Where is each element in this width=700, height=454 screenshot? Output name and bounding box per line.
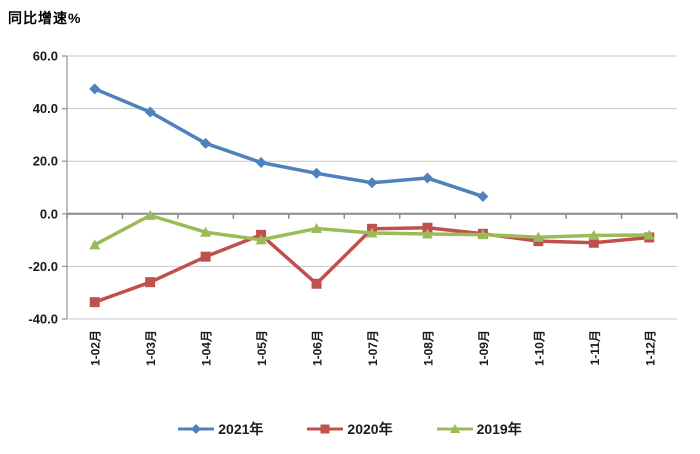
x-tick-label: 1-05月 <box>255 330 269 366</box>
marker-triangle <box>643 229 655 240</box>
marker-triangle <box>144 209 156 220</box>
marker-triangle <box>200 226 212 237</box>
marker-triangle <box>89 239 101 250</box>
series-line <box>92 87 485 199</box>
marker-diamond <box>200 137 212 149</box>
marker-square <box>145 277 156 288</box>
plot-area: 60.0 40.0 20.0 0.0 -20.0 -40.0 1-02月 1-03月 1-04月… <box>28 49 678 366</box>
marker-square <box>320 424 330 434</box>
x-tick-label: 1-04月 <box>200 330 214 366</box>
marker-triangle <box>588 229 600 240</box>
x-tick-label: 1-11月 <box>588 330 602 365</box>
marker-diamond <box>89 83 101 95</box>
marker-square <box>588 237 599 248</box>
x-tick-label: 1-08月 <box>421 330 435 366</box>
marker-diamond <box>366 177 378 189</box>
marker-square <box>200 251 211 262</box>
marker-square <box>311 278 322 289</box>
legend-label-2019: 2019年 <box>476 421 522 437</box>
marker-triangle <box>311 223 323 234</box>
legend-marker-2021-diamond-icon <box>178 424 215 434</box>
legend-label-2021: 2021年 <box>218 421 264 437</box>
marker-triangle <box>366 227 378 238</box>
marker-diamond <box>255 157 267 169</box>
series-2019年 <box>89 209 655 250</box>
x-tick-label: 1-09月 <box>477 330 491 366</box>
x-tick-label: 1-12月 <box>643 330 657 366</box>
y-tick-label: -40.0 <box>28 312 58 327</box>
y-tick-label: 60.0 <box>33 49 58 64</box>
x-tick-label: 1-07月 <box>366 330 380 366</box>
x-tick-label: 1-10月 <box>532 330 546 366</box>
x-axis-labels: 1-02月 1-03月 1-04月 1-05月 1-06月 1-07月 1-08月 1-09月… <box>89 330 658 366</box>
legend-marker-2020-square-icon <box>307 424 344 434</box>
marker-diamond <box>144 106 156 118</box>
marker-triangle <box>449 424 460 433</box>
y-tick-label: 40.0 <box>33 101 58 116</box>
x-tick-label: 1-03月 <box>144 330 158 366</box>
x-tick-label: 1-02月 <box>89 330 103 366</box>
marker-triangle <box>477 229 489 240</box>
legend-item-2019: 2019年 <box>436 419 522 439</box>
series-line <box>92 225 652 304</box>
marker-diamond <box>191 424 202 434</box>
y-tick-label: -20.0 <box>28 259 58 274</box>
legend-item-2021: 2021年 <box>178 419 263 439</box>
marker-square <box>89 297 100 308</box>
marker-triangle <box>532 231 544 242</box>
series-2021年 <box>89 83 489 202</box>
marker-diamond <box>477 190 489 202</box>
gridlines <box>62 55 677 320</box>
marker-diamond <box>421 172 433 184</box>
legend-label-2020: 2020年 <box>347 421 393 437</box>
y-tick-label: 0.0 <box>40 206 58 221</box>
chart-title: 同比增速% <box>8 10 82 26</box>
legend-item-2020: 2020年 <box>307 419 393 439</box>
x-tick-label: 1-06月 <box>311 330 325 366</box>
y-axis-labels: 60.0 40.0 20.0 0.0 -20.0 -40.0 <box>28 49 58 327</box>
marker-triangle <box>421 228 433 239</box>
y-tick-label: 20.0 <box>33 154 58 169</box>
legend: 2021年 2020年 2019年 <box>0 413 700 445</box>
legend-marker-2019-triangle-icon <box>436 424 473 433</box>
marker-square <box>422 222 433 233</box>
marker-diamond <box>311 167 323 179</box>
marker-triangle <box>255 234 267 245</box>
